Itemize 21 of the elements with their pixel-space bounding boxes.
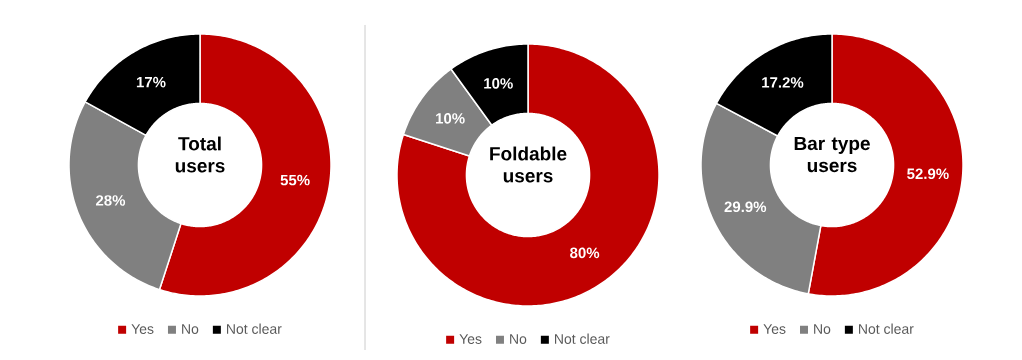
text: Foldable users xyxy=(490,146,567,183)
legend-label: Yes xyxy=(763,324,786,334)
legend-label: No xyxy=(814,324,831,334)
data-label: 55% xyxy=(280,174,310,186)
legend-label: Not clear xyxy=(227,323,282,334)
data-label: 10% xyxy=(484,78,513,89)
legend-label: Not clear xyxy=(859,323,914,334)
legend-label: Yes xyxy=(131,324,154,334)
legend-label: Not clear xyxy=(555,333,610,344)
data-label: 28% xyxy=(95,195,126,206)
data-label: 29.9% xyxy=(724,201,767,213)
legend-label: Yes xyxy=(459,334,482,344)
data-label: 17% xyxy=(136,76,166,88)
legend-label: No xyxy=(510,334,527,344)
data-label: 17.2% xyxy=(762,77,804,88)
text: Total users xyxy=(175,136,225,173)
data-label: 52.9% xyxy=(907,168,949,180)
text: Bar type users xyxy=(794,136,870,173)
data-label: 10% xyxy=(436,113,465,124)
legend-label: No xyxy=(182,324,199,334)
data-label: 80% xyxy=(570,247,600,259)
